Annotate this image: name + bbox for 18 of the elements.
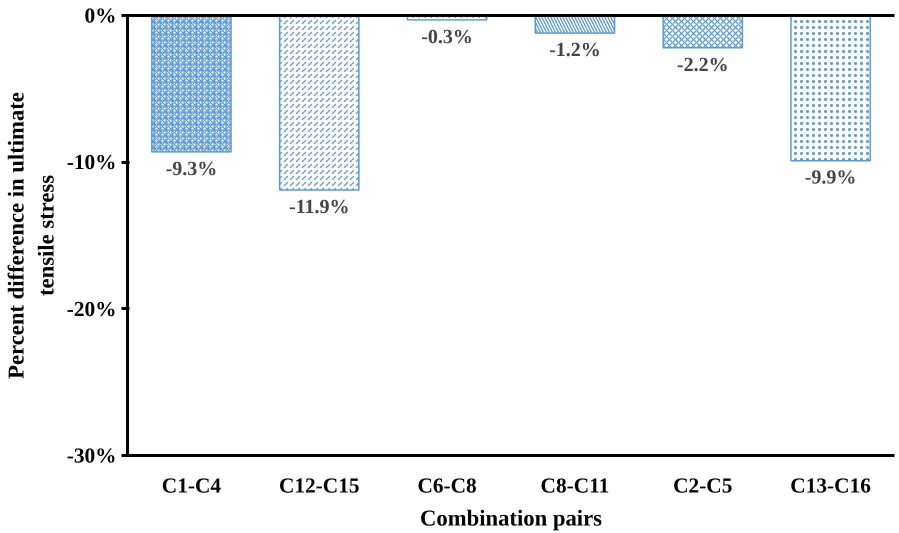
- y-tick-label: -30%: [66, 444, 117, 468]
- data-label: -0.3%: [421, 26, 473, 48]
- x-axis-title: Combination pairs: [420, 506, 602, 530]
- data-label: -1.2%: [549, 39, 601, 62]
- x-tick-label: C13-C16: [790, 474, 872, 498]
- x-tick-label: C2-C5: [673, 474, 732, 498]
- data-label: -9.9%: [804, 166, 856, 189]
- y-axis-title: Percent difference in ultimate tensile stress: [4, 92, 59, 379]
- y-tick-label: -20%: [66, 296, 117, 321]
- x-tick-label: C12-C15: [278, 474, 360, 498]
- data-label: -2.2%: [676, 54, 729, 76]
- y-tick-label: 0%: [84, 4, 117, 28]
- data-label: -11.9%: [288, 196, 350, 218]
- x-tick-label: C6-C8: [417, 474, 477, 498]
- x-tick-label: C1-C4: [162, 474, 222, 498]
- x-tick-label: C8-C11: [540, 474, 610, 498]
- data-label: -9.3%: [166, 158, 218, 180]
- y-tick-label: -10%: [66, 150, 117, 174]
